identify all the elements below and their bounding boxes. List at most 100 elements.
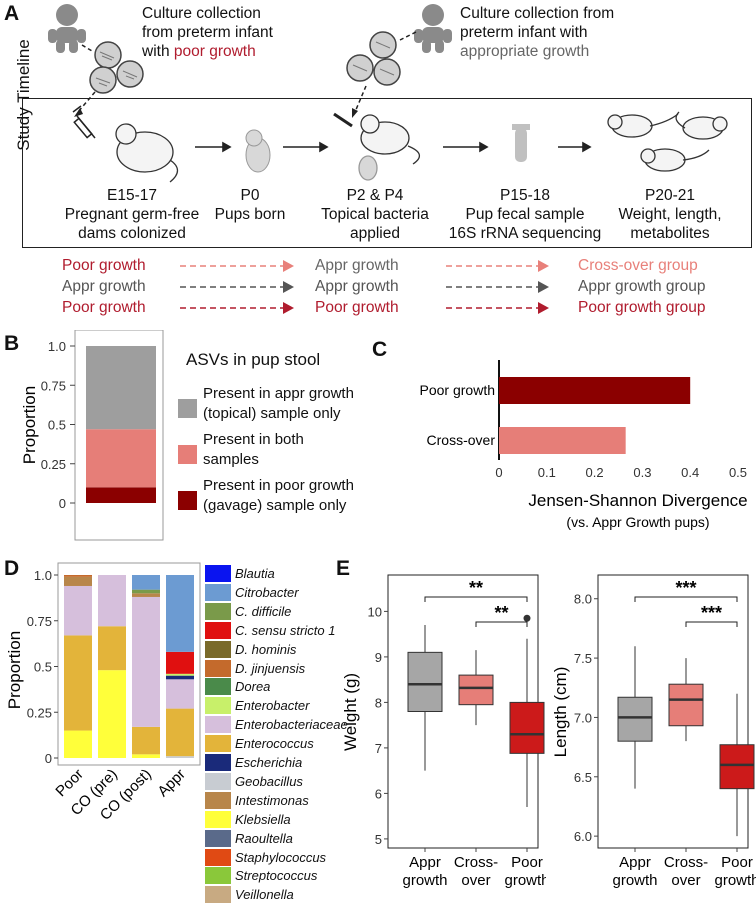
chart-d-ytick-label: 0: [45, 751, 52, 766]
step-time: P2 & P4: [346, 187, 404, 204]
pup-icon: [245, 129, 271, 173]
legend-swatch: [205, 810, 231, 828]
chart-e-weight-box: [458, 674, 494, 706]
panel-a-illustrations: [48, 4, 452, 118]
legend-swatch: [205, 886, 231, 903]
chart-b-proportion: 0 0.25 0.5 0.75 1.0 Proportion: [20, 330, 164, 541]
step-line1: Weight, length,: [618, 206, 722, 223]
chart-e-weight-ytick-label: 5: [375, 832, 382, 847]
legend-label: Present in appr growth: [203, 385, 354, 402]
legend-swatch: [205, 848, 231, 866]
chart-b-ytick-label: 1.0: [48, 339, 66, 354]
legend-swatch: [178, 445, 197, 464]
chart-b-ytick-label: 0.5: [48, 418, 66, 433]
legend-swatch: [205, 602, 231, 620]
group-gavage: Poor growth: [62, 299, 146, 316]
chart-d-bar-segment: [166, 575, 194, 652]
chart-d-bar-segment: [64, 635, 92, 731]
chart-e-length-category-label: Poor: [721, 854, 753, 871]
mouse-pup-icon: [358, 114, 420, 181]
chart-e-weight-category-label: growth: [504, 872, 546, 889]
legend-label: Enterococcus: [235, 736, 314, 752]
chart-d-ytick-label: 0.25: [27, 705, 52, 720]
chart-e-length-ylabel: Length (cm): [551, 667, 570, 758]
chart-d-bar-segment: [64, 730, 92, 758]
step-line1: Topical bacteria: [321, 206, 429, 223]
chart-d-bar-segment: [132, 754, 160, 758]
step-line1: Pups born: [214, 206, 286, 223]
chart-e-weight-sig-bracket: [475, 621, 528, 627]
legend-label: Dorea: [235, 679, 271, 695]
group-topical: Appr growth: [315, 278, 399, 295]
legend-swatch: [205, 735, 231, 753]
chart-e-weight-sig-bracket: [424, 596, 528, 602]
legend-label: Enterobacter: [235, 698, 310, 714]
legend-label: Escherichia: [235, 755, 303, 770]
chart-e-length-ytick-label: 8.0: [574, 592, 592, 607]
chart-e-weight-outlier: [523, 614, 531, 622]
chart-e-length-ytick-label: 6.0: [574, 829, 592, 844]
chart-d-bar-segment: [166, 673, 194, 676]
chart-e-length-sig-bracket: [634, 596, 738, 602]
chart-e-weight-sig-label: **: [469, 578, 483, 598]
chart-d-ytick-label: 0.5: [34, 660, 52, 675]
chart-c-bar: [499, 377, 691, 404]
chart-b-ylabel: Proportion: [20, 386, 39, 464]
legend-label: C. sensu stricto 1: [235, 622, 336, 638]
chart-e-length-sig-label: ***: [701, 603, 722, 623]
pregnant-mouse-icon: [115, 123, 179, 183]
chart-b-ytick-label: 0.25: [41, 457, 66, 472]
chart-e-length-ytick-label: 7.0: [574, 710, 592, 725]
step-line2: 16S rRNA sequencing: [448, 225, 602, 242]
step-time: E15-17: [107, 187, 157, 204]
chart-d-bar-segment: [64, 575, 92, 577]
step-time: P0: [240, 187, 260, 204]
chart-e-length-frame: [597, 574, 749, 849]
chart-d-bar-segment: [64, 585, 92, 636]
legend-label: Veillonella: [235, 887, 294, 903]
culture-poor-line3: with poor growth: [142, 42, 256, 61]
chart-d-bar-segment: [166, 679, 194, 709]
step-line2: applied: [350, 225, 400, 242]
chart-e-length-category-label: growth: [714, 872, 756, 889]
legend-label: (topical) sample only: [203, 405, 341, 422]
culture-poor-line2: from preterm infant: [142, 24, 273, 41]
legend-swatch: [205, 754, 231, 771]
chart-c-xtick-label: 0.2: [586, 465, 604, 480]
chart-e-weight-category-label: Poor: [511, 854, 543, 871]
step-time: P20-21: [645, 187, 695, 204]
chart-d-bar-segment: [98, 670, 126, 758]
step-time: P15-18: [500, 187, 550, 204]
legend-swatch: [205, 565, 231, 582]
chart-c-xsublabel: (vs. Appr Growth pups): [566, 514, 709, 530]
chart-b-ytick-label: 0: [59, 496, 66, 511]
sample-tube-icon: [512, 124, 530, 162]
legend-label: Raoultella: [235, 830, 293, 846]
chart-c-category-label: Poor growth: [420, 382, 495, 398]
group-result: Poor growth group: [578, 299, 706, 316]
chart-d-bar-segment: [166, 651, 194, 674]
infant-icon: [414, 4, 452, 53]
culture-poor-emphasis: poor growth: [173, 43, 256, 60]
chart-e-length-ytick-label: 6.5: [574, 770, 592, 785]
chart-b-bar-segment: [86, 429, 156, 488]
chart-b-bar-segment: [86, 346, 156, 430]
chart-b-bar-segment: [86, 487, 156, 503]
mice-group-icon: [607, 111, 728, 172]
legend-label: Geobacillus: [235, 773, 303, 789]
chart-c-bar: [499, 427, 626, 454]
culture-poor-prefix: with: [142, 43, 174, 60]
chart-c-xlabel: Jensen-Shannon Divergence: [528, 491, 747, 510]
chart-c-xtick-label: 0.3: [633, 465, 651, 480]
chart-d-bar-segment: [132, 589, 160, 594]
chart-e-length-category-label: Cross-: [664, 854, 708, 871]
group-topical: Appr growth: [315, 257, 399, 274]
chart-c-jsd: Poor growth Cross-over 0 0.1 0.2 0.3 0.4 0.5 Jen…: [420, 360, 748, 530]
chart-e-weight-box: [509, 701, 545, 754]
legend-swatch: [205, 640, 231, 658]
chart-c-xtick-label: 0: [495, 465, 502, 480]
study-timeline-box: [22, 98, 752, 248]
